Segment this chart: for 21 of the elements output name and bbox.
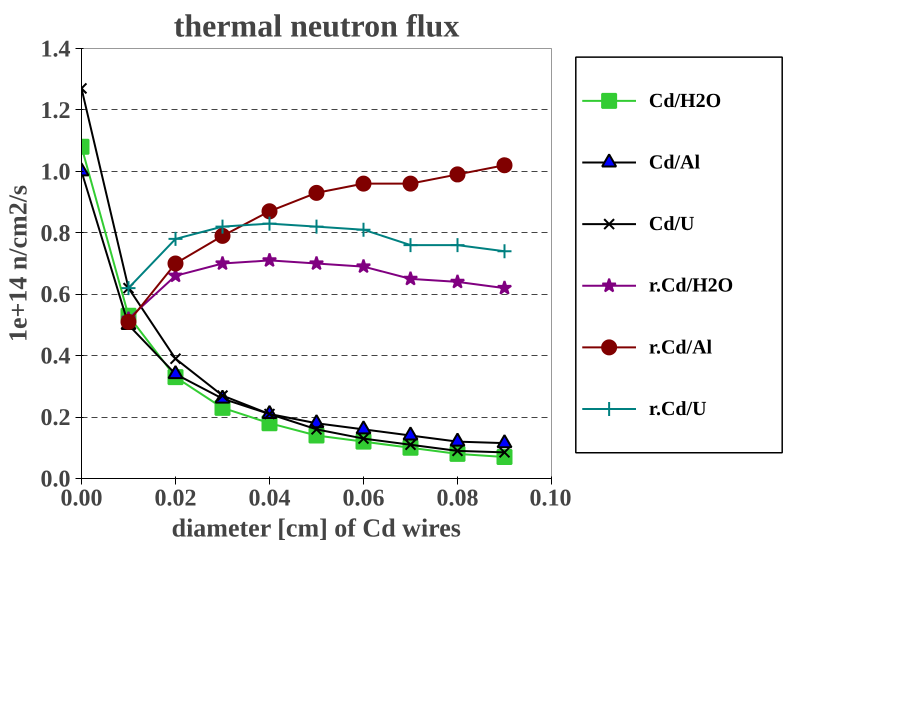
x-tick-label: 0.06 — [342, 486, 384, 512]
y-tick-label: 1.2 — [40, 98, 70, 124]
chart-title: thermal neutron flux — [174, 8, 460, 44]
legend-label: r.Cd/U — [648, 398, 707, 420]
x-tick-label: 0.02 — [154, 486, 196, 512]
legend-label: Cd/U — [648, 213, 694, 236]
y-tick-label: 0.8 — [40, 220, 70, 247]
legend-label: Cd/Al — [648, 151, 700, 174]
y-axis-title: 1e+14 n/cm2/s — [4, 184, 32, 342]
y-tick-label: 1.4 — [40, 36, 70, 62]
legend-label: Cd/H2O — [648, 90, 722, 112]
y-tick-label: 0.4 — [40, 344, 70, 370]
x-axis-title: diameter [cm] of Cd wires — [172, 514, 461, 542]
legend-label: r.Cd/Al — [648, 336, 713, 358]
x-tick-label: 0.04 — [248, 486, 290, 512]
x-tick-label: 0.08 — [436, 486, 478, 512]
y-tick-label: 0.6 — [40, 282, 70, 308]
y-tick-label: 1.0 — [40, 159, 70, 186]
legend-label: r.Cd/H2O — [648, 274, 734, 297]
x-tick-label: 0.10 — [530, 486, 572, 512]
y-tick-label: 0.2 — [40, 405, 70, 432]
